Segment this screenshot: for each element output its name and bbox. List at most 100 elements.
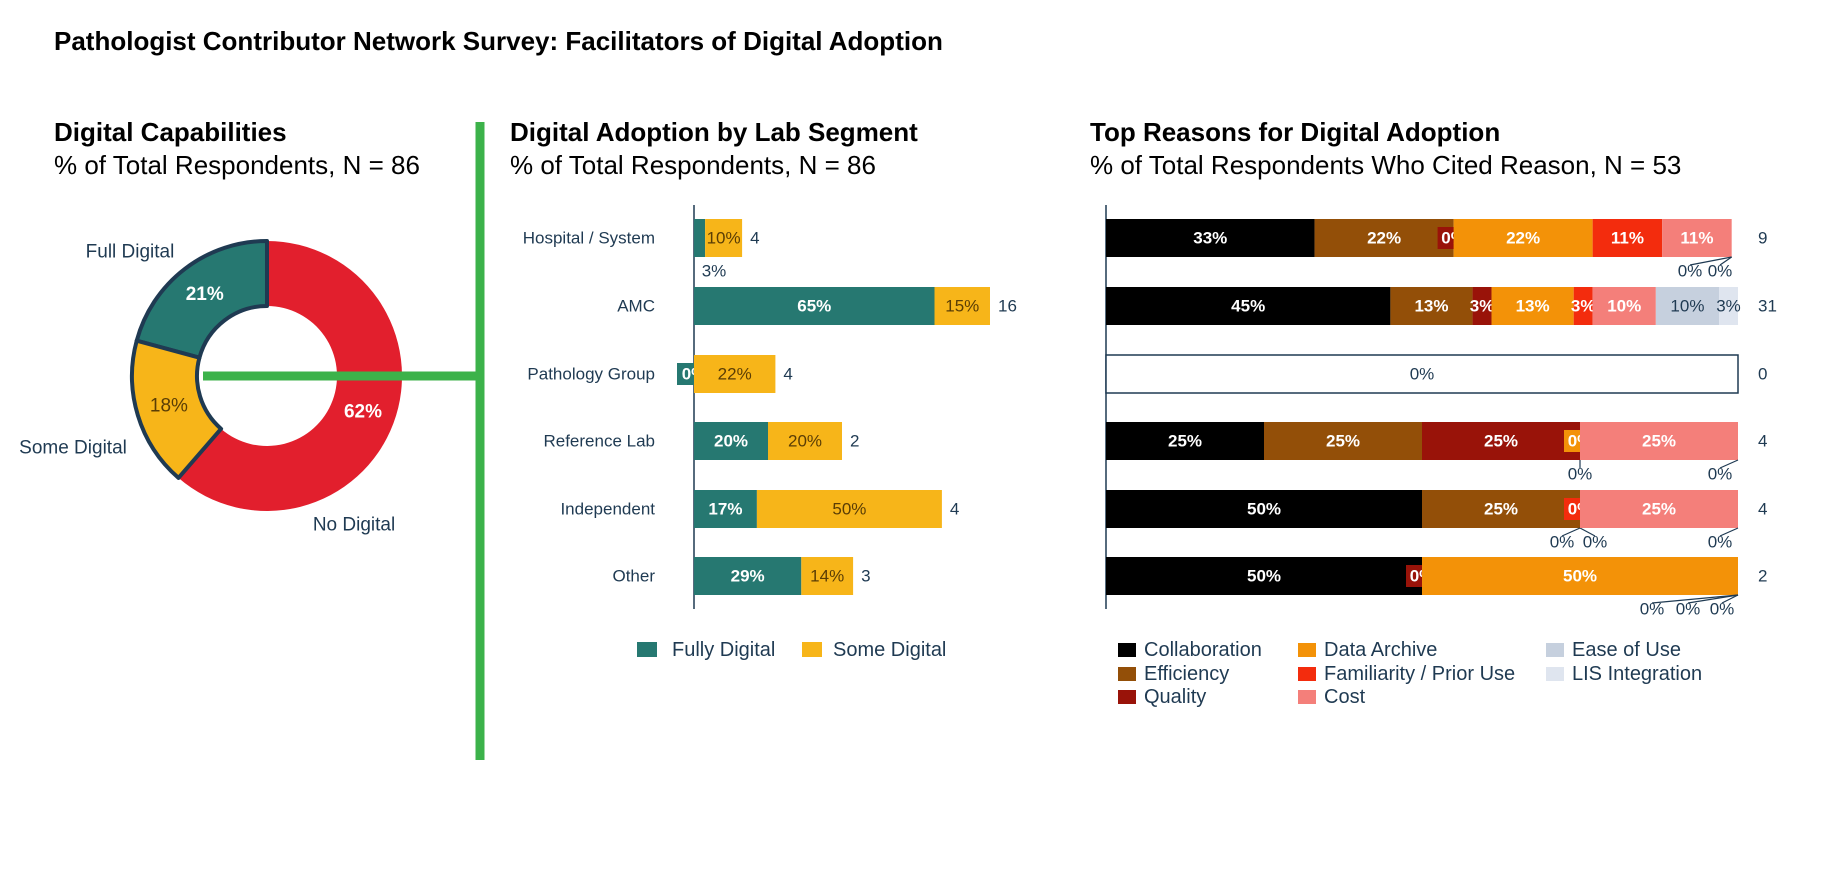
- reasons-bar: [1580, 490, 1738, 528]
- segment-bar: [694, 219, 706, 257]
- segment-total-label: 4: [783, 365, 792, 384]
- segment-total-label: 16: [998, 297, 1017, 316]
- segment-category-label: AMC: [617, 297, 655, 316]
- reasons-total-label: 4: [1758, 432, 1767, 451]
- reasons-bar: [1580, 422, 1738, 460]
- reasons-leader-line: [1651, 594, 1739, 604]
- legend-swatch-reason: [1298, 667, 1316, 681]
- reasons-value-label: 0%: [1640, 600, 1665, 619]
- reasons-bar: [1106, 219, 1315, 257]
- segment-total-label: 3: [861, 567, 870, 586]
- legend-swatch-reason: [1298, 643, 1316, 657]
- segment-value-label: 17%: [708, 500, 742, 519]
- reasons-leader-line: [1689, 256, 1732, 266]
- donut-value-label: 21%: [186, 284, 224, 305]
- legend-swatch-reason: [1546, 667, 1564, 681]
- reasons-value-label: 50%: [1247, 500, 1281, 519]
- segment-category-label: Independent: [560, 500, 655, 519]
- reasons-value-label: 0%: [1676, 600, 1701, 619]
- donut-value-label: 62%: [344, 401, 382, 422]
- reasons-total-label: 0: [1758, 365, 1767, 384]
- reasons-bar: [1106, 557, 1422, 595]
- reasons-value-label: 0%: [1678, 262, 1703, 281]
- reasons-leader-line: [1719, 459, 1739, 469]
- legend-swatch-reason: [1118, 643, 1136, 657]
- donut-label-no-digital: No Digital: [313, 515, 395, 536]
- reasons-empty-bar: [1105, 354, 1739, 394]
- reasons-value-label: 25%: [1484, 432, 1518, 451]
- reasons-value-label: 13%: [1414, 297, 1448, 316]
- reasons-value-label: 10%: [1607, 297, 1641, 316]
- donut-slice: [178, 241, 403, 512]
- legend-label-reason: LIS Integration: [1572, 663, 1702, 685]
- legend-label-reason: Ease of Use: [1572, 639, 1681, 661]
- page-title: Pathologist Contributor Network Survey: …: [54, 26, 943, 56]
- reasons-bar: [1422, 490, 1580, 528]
- legend-swatch-some-digital: [802, 642, 822, 657]
- segment-value-label: 3%: [702, 262, 727, 281]
- segment-value-label: 29%: [731, 567, 765, 586]
- legend-label-reason: Collaboration: [1144, 639, 1262, 661]
- reasons-value-label: 25%: [1484, 500, 1518, 519]
- reasons-value-label: 3%: [1571, 297, 1596, 316]
- reasons-leader-line: [1579, 527, 1596, 537]
- legend-swatch-reason: [1298, 690, 1316, 704]
- reasons-value-label: 0%: [1568, 465, 1593, 484]
- segment-category-label: Hospital / System: [523, 229, 655, 248]
- segment-bar: [934, 287, 990, 325]
- reasons-value-label: 3%: [1470, 297, 1495, 316]
- reasons-value-label: 50%: [1247, 567, 1281, 586]
- segment-value-label: 20%: [788, 432, 822, 451]
- segment-value-label: 20%: [714, 432, 748, 451]
- reasons-value-label: 50%: [1563, 567, 1597, 586]
- reasons-value-label: 0%: [1708, 262, 1733, 281]
- segment-value-label: 65%: [797, 297, 831, 316]
- legend-label-reason: Familiarity / Prior Use: [1324, 663, 1515, 685]
- segment-bar: [694, 355, 776, 393]
- reasons-total-label: 4: [1758, 500, 1767, 519]
- reasons-total-label: 31: [1758, 297, 1777, 316]
- reasons-value-label: 25%: [1642, 500, 1676, 519]
- segment-bar: [694, 557, 802, 595]
- reasons-bar: [1106, 287, 1391, 325]
- reasons-bar: [1592, 219, 1663, 257]
- reasons-subtitle: % of Total Respondents Who Cited Reason,…: [1090, 150, 1682, 180]
- legend-label-reason: Quality: [1144, 686, 1206, 708]
- reasons-value-label: 10%: [1670, 297, 1704, 316]
- donut-label-full-digital: Full Digital: [86, 242, 175, 263]
- reasons-value-label: 0%: [1708, 533, 1733, 552]
- segment-total-label: 2: [850, 432, 859, 451]
- reasons-value-label: 0%: [1410, 365, 1435, 384]
- reasons-bar: [1314, 219, 1454, 257]
- segment-category-label: Reference Lab: [543, 432, 655, 451]
- reasons-value-label: 25%: [1642, 432, 1676, 451]
- segment-bar: [705, 219, 743, 257]
- capabilities-subtitle: % of Total Respondents, N = 86: [54, 150, 420, 180]
- segment-category-label: Other: [612, 567, 655, 586]
- segment-value-label: 22%: [718, 365, 752, 384]
- segment-total-label: 4: [950, 500, 959, 519]
- legend-label-reason: Cost: [1324, 686, 1366, 708]
- reasons-leader-line: [1719, 527, 1739, 537]
- reasons-value-label: 11%: [1611, 229, 1644, 248]
- reasons-title: Top Reasons for Digital Adoption: [1090, 117, 1501, 147]
- legend-label-reason: Data Archive: [1324, 639, 1437, 661]
- reasons-bar: [1106, 490, 1422, 528]
- reasons-value-label: 0%: [1550, 533, 1575, 552]
- reasons-total-label: 2: [1758, 567, 1767, 586]
- segment-subtitle: % of Total Respondents, N = 86: [510, 150, 876, 180]
- reasons-value-label: 22%: [1367, 229, 1401, 248]
- reasons-total-label: 9: [1758, 229, 1767, 248]
- reasons-bar: [1472, 287, 1492, 325]
- donut-slice: [134, 239, 269, 360]
- legend-label-some-digital: Some Digital: [833, 639, 946, 661]
- reasons-leader-line: [1561, 527, 1581, 537]
- legend-swatch-reason: [1118, 690, 1136, 704]
- reasons-leader-line: [1721, 594, 1739, 604]
- legend-swatch-reason: [1546, 643, 1564, 657]
- legend-swatch-reason: [1118, 667, 1136, 681]
- reasons-bar: [1719, 287, 1738, 325]
- reasons-bar: [1264, 422, 1422, 460]
- segment-category-label: Pathology Group: [527, 365, 655, 384]
